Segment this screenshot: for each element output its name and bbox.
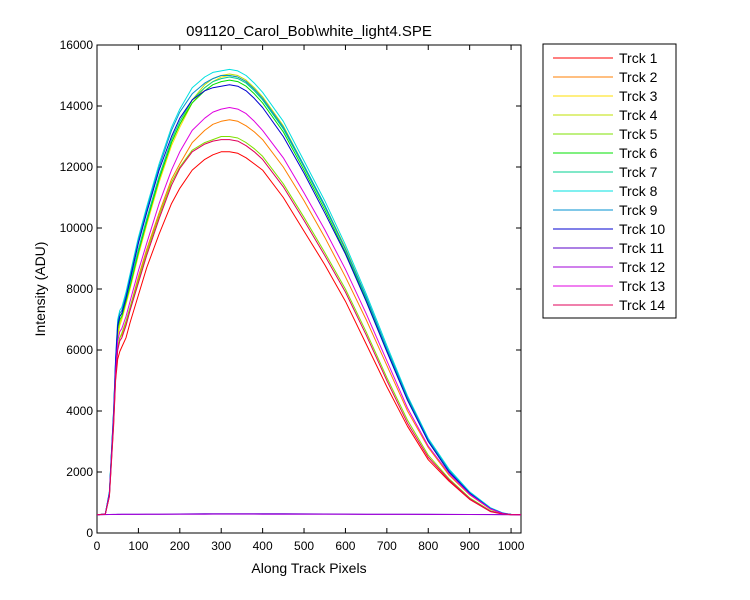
legend-label: Trck 1 — [619, 50, 658, 66]
y-tick-label: 16000 — [60, 38, 94, 52]
legend-label: Trck 2 — [619, 69, 658, 85]
legend-label: Trck 7 — [619, 164, 658, 180]
x-tick-label: 1000 — [498, 539, 525, 553]
legend-label: Trck 9 — [619, 202, 658, 218]
plot-frame — [96, 44, 522, 534]
series-line-trck-13 — [97, 107, 521, 516]
y-tick-label: 6000 — [66, 343, 93, 357]
x-tick-label: 200 — [170, 539, 190, 553]
series-line-trck-12 — [97, 513, 521, 516]
y-axis-label: Intensity (ADU) — [32, 242, 48, 337]
legend-label: Trck 13 — [619, 278, 665, 294]
x-tick-label: 400 — [253, 539, 273, 553]
legend: Trck 1 Trck 2 Trck 3 Trck 4 Trck 5 Trck 6 Trck… — [542, 43, 677, 319]
y-tick-label: 14000 — [60, 99, 94, 113]
y-tick-label: 8000 — [66, 282, 93, 296]
legend-box — [542, 43, 677, 319]
chart-title: 091120_Carol_Bob\white_light4.SPE — [186, 23, 432, 40]
legend-label: Trck 3 — [619, 88, 658, 104]
legend-label: Trck 10 — [619, 221, 665, 237]
x-tick-label: 100 — [128, 539, 148, 553]
y-tick-label: 4000 — [66, 404, 93, 418]
plot-area: 0 100 200 300 400 500 600 700 800 900 100002000400… — [60, 38, 525, 553]
x-tick-label: 700 — [377, 539, 397, 553]
legend-label: Trck 6 — [619, 145, 658, 161]
y-tick-label: 2000 — [66, 465, 93, 479]
x-tick-label: 300 — [211, 539, 231, 553]
series-line-trck-8 — [97, 68, 521, 516]
x-axis-label: Along Track Pixels — [251, 560, 366, 576]
y-tick-label: 10000 — [60, 221, 94, 235]
series-group — [97, 68, 521, 516]
series-line-trck-5 — [97, 136, 521, 516]
series-line-trck-10 — [97, 84, 521, 516]
series-line-trck-14 — [97, 139, 521, 516]
legend-label: Trck 11 — [619, 240, 664, 256]
x-tick-label: 900 — [460, 539, 480, 553]
x-tick-label: 600 — [335, 539, 355, 553]
y-tick-label: 0 — [86, 526, 93, 540]
legend-label: Trck 14 — [619, 297, 665, 313]
x-tick-label: 500 — [294, 539, 314, 553]
legend-label: Trck 12 — [619, 259, 665, 275]
legend-label: Trck 4 — [619, 107, 658, 123]
legend-label: Trck 8 — [619, 183, 658, 199]
legend-label: Trck 5 — [619, 126, 658, 142]
series-line-trck-9 — [97, 75, 521, 516]
x-tick-label: 800 — [418, 539, 438, 553]
y-tick-label: 12000 — [60, 160, 94, 174]
x-tick-label: 0 — [94, 539, 101, 553]
series-line-trck-1 — [97, 151, 521, 516]
